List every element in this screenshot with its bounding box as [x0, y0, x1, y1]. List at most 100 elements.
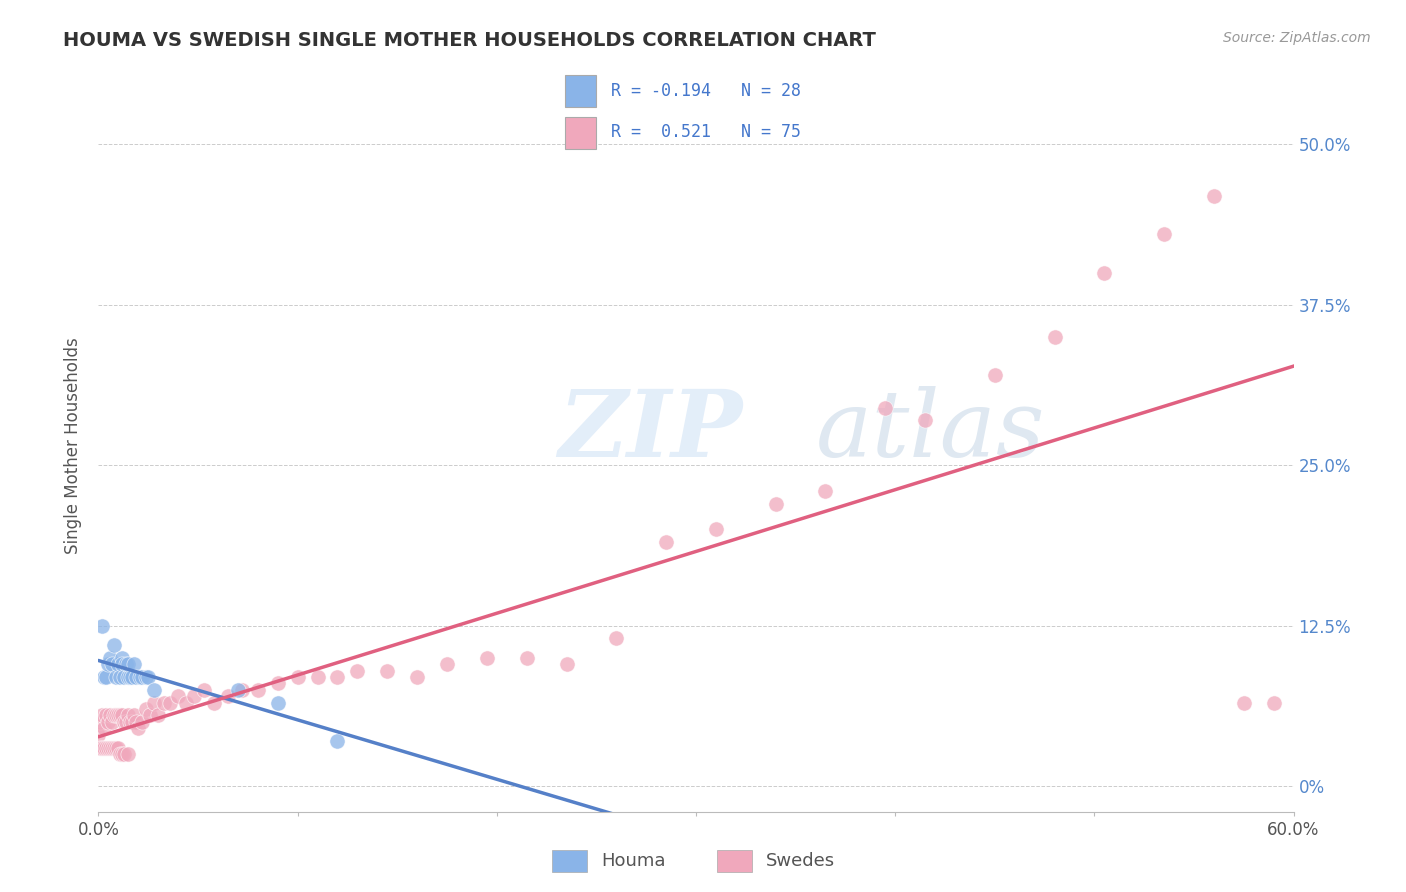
Text: ZIP: ZIP	[558, 386, 742, 476]
Point	[91, 618, 114, 632]
Point	[91, 740, 114, 755]
Point	[105, 670, 128, 684]
Bar	[565, 75, 596, 107]
Point	[107, 740, 129, 755]
Point	[516, 650, 538, 665]
Point	[98, 740, 122, 755]
Point	[105, 708, 128, 723]
Point	[159, 696, 181, 710]
Point	[103, 638, 125, 652]
Point	[97, 740, 120, 755]
Point	[436, 657, 458, 672]
Point	[120, 714, 142, 729]
Point	[112, 747, 135, 761]
Point	[107, 657, 129, 672]
Point	[107, 708, 129, 723]
Point	[93, 670, 115, 684]
Point	[93, 740, 115, 755]
Point	[96, 670, 118, 684]
Point	[326, 734, 349, 748]
Point	[98, 650, 122, 665]
Point	[96, 740, 118, 755]
Point	[97, 714, 120, 729]
Text: R =  0.521   N = 75: R = 0.521 N = 75	[612, 123, 801, 141]
Text: atlas: atlas	[815, 386, 1045, 476]
Point	[131, 714, 153, 729]
Point	[97, 657, 120, 672]
Point	[124, 657, 146, 672]
Point	[246, 682, 269, 697]
Point	[120, 670, 142, 684]
Point	[125, 670, 148, 684]
Point	[346, 664, 368, 678]
Point	[1202, 188, 1225, 202]
Text: R = -0.194   N = 28: R = -0.194 N = 28	[612, 82, 801, 100]
Point	[267, 676, 290, 690]
Point	[115, 714, 138, 729]
Point	[101, 740, 124, 755]
Point	[135, 702, 157, 716]
Point	[226, 682, 249, 697]
Point	[117, 747, 139, 761]
Text: HOUMA VS SWEDISH SINGLE MOTHER HOUSEHOLDS CORRELATION CHART: HOUMA VS SWEDISH SINGLE MOTHER HOUSEHOLD…	[63, 31, 876, 50]
Point	[87, 728, 110, 742]
Point	[103, 708, 125, 723]
Point	[111, 650, 134, 665]
Point	[167, 690, 190, 704]
Point	[112, 714, 135, 729]
Point	[125, 714, 148, 729]
Point	[136, 670, 159, 684]
Point	[143, 682, 166, 697]
Point	[326, 670, 349, 684]
Point	[98, 708, 122, 723]
Point	[143, 696, 166, 710]
Point	[111, 747, 134, 761]
Point	[475, 650, 498, 665]
Point	[89, 740, 111, 755]
Point	[103, 740, 125, 755]
Bar	[551, 849, 588, 872]
Point	[914, 413, 936, 427]
Point	[91, 708, 114, 723]
Point	[1092, 266, 1115, 280]
Point	[124, 708, 146, 723]
Point	[984, 368, 1007, 383]
Point	[704, 523, 727, 537]
Bar	[717, 849, 752, 872]
Point	[129, 670, 152, 684]
Point	[96, 708, 118, 723]
Point	[814, 483, 837, 498]
Point	[110, 708, 132, 723]
Point	[89, 714, 111, 729]
Point	[231, 682, 253, 697]
Point	[307, 670, 329, 684]
Point	[193, 682, 215, 697]
Point	[105, 740, 128, 755]
Point	[121, 670, 143, 684]
Point	[217, 690, 239, 704]
Point	[202, 696, 225, 710]
Point	[117, 670, 139, 684]
Point	[375, 664, 398, 678]
Text: Swedes: Swedes	[766, 852, 835, 870]
Point	[148, 708, 170, 723]
Y-axis label: Single Mother Households: Single Mother Households	[65, 338, 83, 554]
Point	[135, 670, 157, 684]
Point	[101, 714, 124, 729]
Point	[765, 497, 787, 511]
Point	[111, 708, 134, 723]
Point	[127, 721, 149, 735]
Point	[131, 670, 153, 684]
Point	[605, 632, 627, 646]
Point	[112, 670, 135, 684]
Point	[555, 657, 578, 672]
Text: Houma: Houma	[602, 852, 665, 870]
Point	[117, 708, 139, 723]
Point	[111, 657, 134, 672]
Point	[110, 670, 132, 684]
Point	[110, 747, 132, 761]
Text: Source: ZipAtlas.com: Source: ZipAtlas.com	[1223, 31, 1371, 45]
Point	[117, 657, 139, 672]
Point	[174, 696, 197, 710]
Point	[406, 670, 429, 684]
